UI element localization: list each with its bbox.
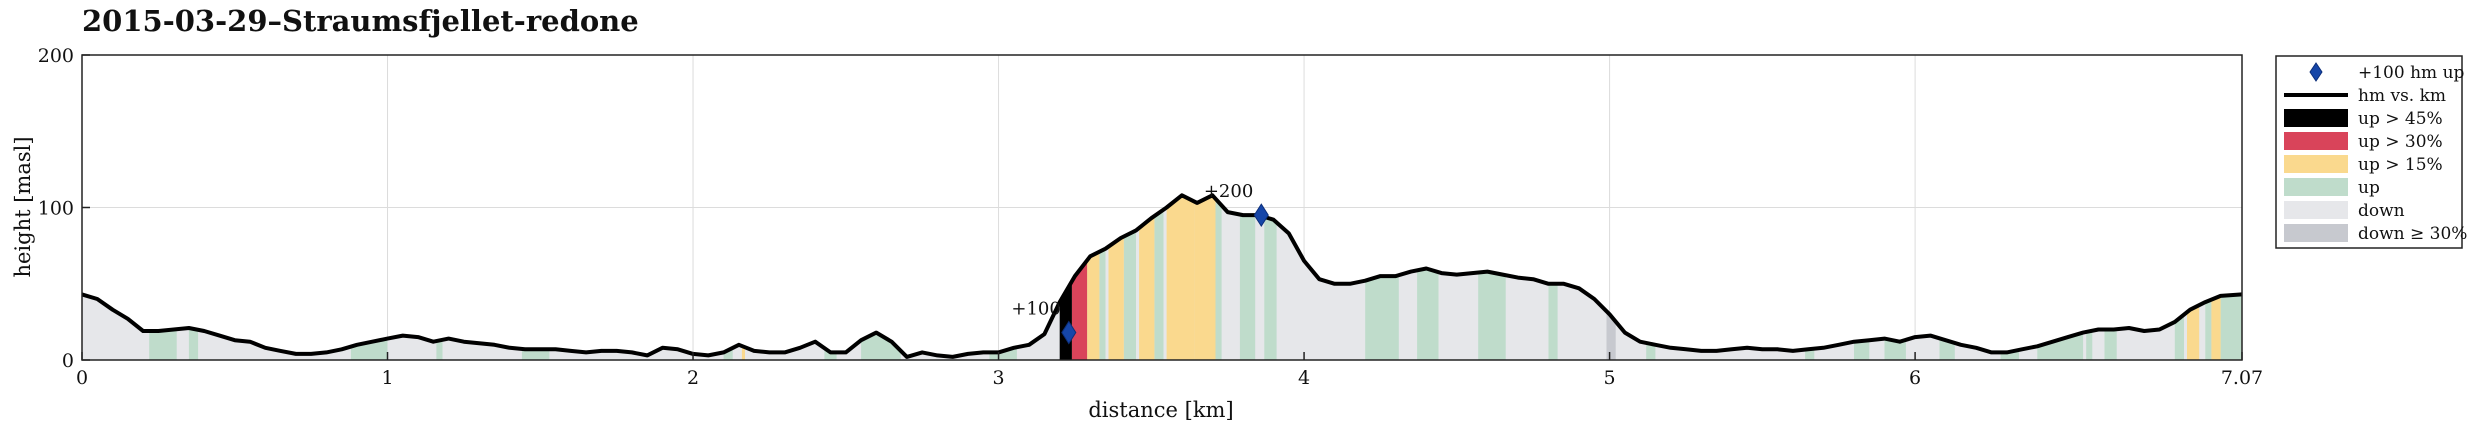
band-up: [1854, 340, 1870, 360]
band-up: [1215, 198, 1222, 360]
x-tick-label: 2: [687, 367, 699, 389]
x-tick-label: 3: [993, 367, 1005, 389]
hm-marker-label: +100: [1011, 299, 1060, 320]
band-up: [350, 338, 388, 360]
profile-series-line: [81, 193, 2243, 359]
band-up-gt-15: [741, 346, 745, 360]
band-up: [1099, 248, 1106, 360]
legend-label: up > 45%: [2358, 109, 2443, 129]
band-up: [1417, 268, 1439, 360]
x-tick-label: 0: [76, 367, 88, 389]
legend-swatch-up-gt-15: [2284, 155, 2348, 173]
y-axis-title: height [masl]: [11, 136, 35, 277]
legend-marker-swatch: [2309, 62, 2323, 82]
band-up: [2104, 329, 2117, 360]
band-up: [521, 349, 550, 360]
band-up: [1805, 348, 1815, 360]
band-up: [1548, 283, 1558, 360]
x-tick-label: 7.07: [2221, 367, 2263, 389]
y-tick-label: 200: [38, 45, 74, 67]
band-up-gt-15: [1194, 195, 1216, 360]
legend-label: down: [2358, 201, 2405, 221]
legend-label: down ≥ 30%: [2358, 224, 2467, 244]
band-up: [2220, 294, 2242, 360]
hm-markers: +100 +200: [1011, 181, 1269, 345]
legend-label: hm vs. km: [2358, 86, 2446, 106]
legend-swatch-up-gt-45: [2284, 109, 2348, 127]
band-up: [436, 339, 443, 360]
legend-label: +100 hm up: [2358, 63, 2465, 83]
band-up: [1884, 338, 1906, 360]
band-up: [188, 328, 199, 360]
legend-label: up: [2358, 178, 2380, 198]
x-tick-label: 5: [1604, 367, 1616, 389]
legend: +100 hm up hm vs. km up > 45% up > 30% up > …: [2275, 55, 2467, 249]
band-up: [1365, 275, 1399, 360]
band-up: [2037, 332, 2084, 360]
legend-swatch-up: [2284, 178, 2348, 196]
band-up: [1154, 209, 1164, 360]
x-tick-label: 6: [1909, 367, 1921, 389]
x-tick-label: 1: [381, 367, 393, 389]
legend-label: up > 30%: [2358, 132, 2443, 152]
legend-swatch-down: [2284, 201, 2348, 219]
profile-line: [81, 193, 2243, 359]
x-axis-title: distance [km]: [1088, 398, 1233, 422]
hm-marker: [1253, 203, 1269, 228]
tick-labels: 0 1 2 3 4 5 6 7.07 0 100 200: [38, 45, 2263, 389]
band-up-gt-30: [1071, 260, 1088, 360]
band-up: [1264, 217, 1277, 360]
chart-title: 2015-03-29–Straumsfjellet-redone: [82, 4, 639, 38]
band-up-gt-15: [1087, 251, 1100, 360]
legend-swatch-up-gt-30: [2284, 132, 2348, 150]
band-up-gt-15: [1108, 236, 1124, 360]
band-up-gt-15: [1166, 196, 1195, 360]
band-up-gt-15: [1139, 216, 1155, 360]
axes: [81, 54, 2243, 361]
y-tick-label: 100: [38, 198, 74, 220]
band-up-gt-15: [2187, 305, 2200, 360]
y-tick-label: 0: [62, 350, 74, 372]
hm-marker-label: +200: [1204, 181, 1253, 202]
band-up: [2205, 299, 2212, 360]
band-up-gt-15: [2211, 295, 2221, 360]
band-up: [2086, 330, 2093, 360]
band-up: [861, 333, 901, 360]
legend-label: up > 15%: [2358, 155, 2443, 175]
band-up: [1239, 214, 1256, 360]
band-up: [1646, 342, 1656, 360]
band-up: [1478, 271, 1506, 360]
legend-swatch-down-ge-30: [2284, 224, 2348, 242]
band-down-ge-30: [1606, 311, 1616, 360]
band-up: [2174, 314, 2184, 360]
hm-marker: [1061, 320, 1077, 345]
band-up: [1123, 230, 1136, 360]
x-tick-label: 4: [1298, 367, 1310, 389]
band-up: [149, 329, 177, 360]
